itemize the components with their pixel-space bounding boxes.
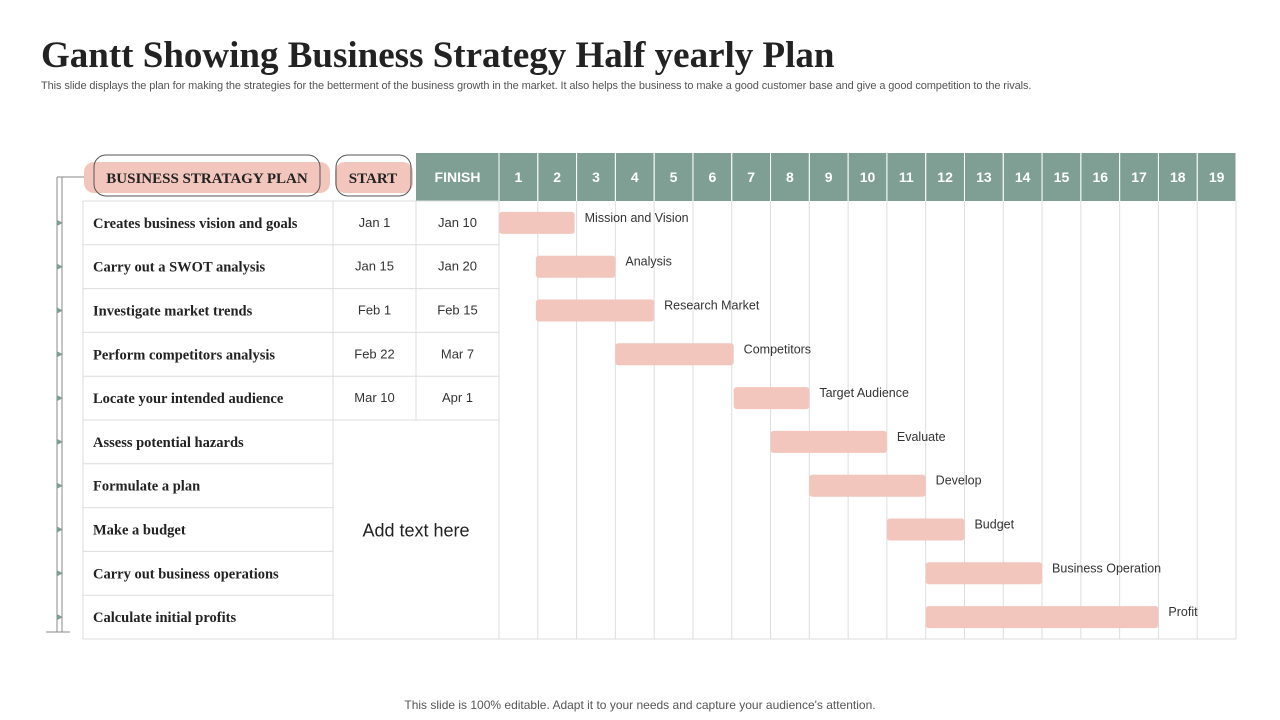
- row-bullet-icon: [57, 263, 63, 270]
- row-bullet-icon: [57, 526, 63, 533]
- header-band: [416, 153, 1236, 201]
- row-bullet-icon: [57, 570, 63, 577]
- gantt-bar: [925, 562, 1043, 585]
- start-header-frame: [335, 154, 412, 197]
- period-label: 19: [1209, 169, 1225, 185]
- gantt-bar: [733, 387, 810, 410]
- gantt-bar-label: Analysis: [625, 255, 672, 269]
- gantt-bar: [770, 430, 887, 453]
- task-name: Assess potential hazards: [93, 435, 244, 451]
- start-header: START: [349, 171, 397, 187]
- row-bullet-icon: [57, 438, 63, 445]
- row-bullet-icon: [57, 482, 63, 489]
- add-text-placeholder: Add text here: [362, 521, 469, 541]
- task-start: Mar 10: [354, 390, 394, 405]
- row-bullet-icon: [57, 614, 63, 621]
- task-name: Carry out business operations: [93, 566, 279, 582]
- plan-header-pill: [84, 162, 330, 193]
- row-bullet-icon: [57, 351, 63, 358]
- period-label: 13: [976, 169, 992, 185]
- period-label: 15: [1054, 169, 1070, 185]
- period-label: 9: [825, 169, 833, 185]
- task-name: Make a budget: [93, 523, 186, 539]
- task-name: Calculate initial profits: [93, 610, 236, 626]
- period-label: 16: [1092, 169, 1108, 185]
- period-label: 8: [786, 169, 794, 185]
- start-header-pill: [335, 162, 413, 193]
- task-finish: Mar 7: [441, 346, 474, 361]
- period-label: 7: [747, 169, 755, 185]
- gantt-bar-label: Business Operation: [1052, 561, 1161, 575]
- gantt-bar-label: Target Audience: [819, 386, 909, 400]
- gantt-bar-label: Profit: [1168, 605, 1198, 619]
- gantt-bar: [886, 518, 965, 541]
- gantt-bar-label: Develop: [936, 474, 982, 488]
- task-name: Perform competitors analysis: [93, 347, 275, 363]
- period-label: 1: [514, 169, 522, 185]
- row-bullet-icon: [57, 395, 63, 402]
- period-label: 18: [1170, 169, 1186, 185]
- plan-header-frame: [93, 154, 321, 197]
- task-finish: Jan 10: [438, 215, 477, 230]
- period-label: 10: [860, 169, 876, 185]
- task-name: Creates business vision and goals: [93, 216, 298, 232]
- row-bullet-icon: [57, 219, 63, 226]
- period-label: 3: [592, 169, 600, 185]
- gantt-bar-label: Budget: [974, 518, 1014, 532]
- gantt-bar-label: Mission and Vision: [585, 211, 689, 225]
- gantt-bar: [535, 255, 616, 278]
- task-name: Carry out a SWOT analysis: [93, 260, 266, 276]
- task-finish: Jan 20: [438, 259, 477, 274]
- period-label: 17: [1131, 169, 1147, 185]
- task-start: Jan 15: [355, 259, 394, 274]
- task-name: Locate your intended audience: [93, 391, 284, 407]
- page-subtitle: This slide displays the plan for making …: [41, 80, 1032, 92]
- period-label: 11: [899, 169, 914, 185]
- period-label: 5: [670, 169, 678, 185]
- gantt-bar-label: Research Market: [664, 299, 760, 313]
- task-finish: Feb 15: [437, 303, 477, 318]
- footer-note: This slide is 100% editable. Adapt it to…: [404, 698, 876, 712]
- gantt-bar: [925, 606, 1159, 629]
- period-label: 14: [1015, 169, 1031, 185]
- gantt-bar: [499, 211, 575, 234]
- period-label: 6: [708, 169, 716, 185]
- page-title: Gantt Showing Business Strategy Half yea…: [41, 35, 835, 76]
- task-start: Feb 22: [354, 346, 394, 361]
- gantt-bar: [615, 343, 734, 366]
- gantt-bar-label: Competitors: [744, 342, 811, 356]
- gantt-bar-label: Evaluate: [897, 430, 946, 444]
- plan-header: BUSINESS STRATAGY PLAN: [106, 171, 308, 187]
- task-name: Formulate a plan: [93, 479, 200, 495]
- task-finish: Apr 1: [442, 390, 473, 405]
- finish-header: FINISH: [435, 169, 481, 185]
- task-name: Investigate market trends: [93, 304, 253, 320]
- period-label: 12: [937, 169, 953, 185]
- period-label: 4: [631, 169, 639, 185]
- gantt-bar: [809, 474, 926, 497]
- row-bullet-icon: [57, 307, 63, 314]
- period-label: 2: [553, 169, 561, 185]
- gantt-bar: [535, 299, 655, 322]
- task-start: Feb 1: [358, 303, 391, 318]
- task-start: Jan 1: [359, 215, 391, 230]
